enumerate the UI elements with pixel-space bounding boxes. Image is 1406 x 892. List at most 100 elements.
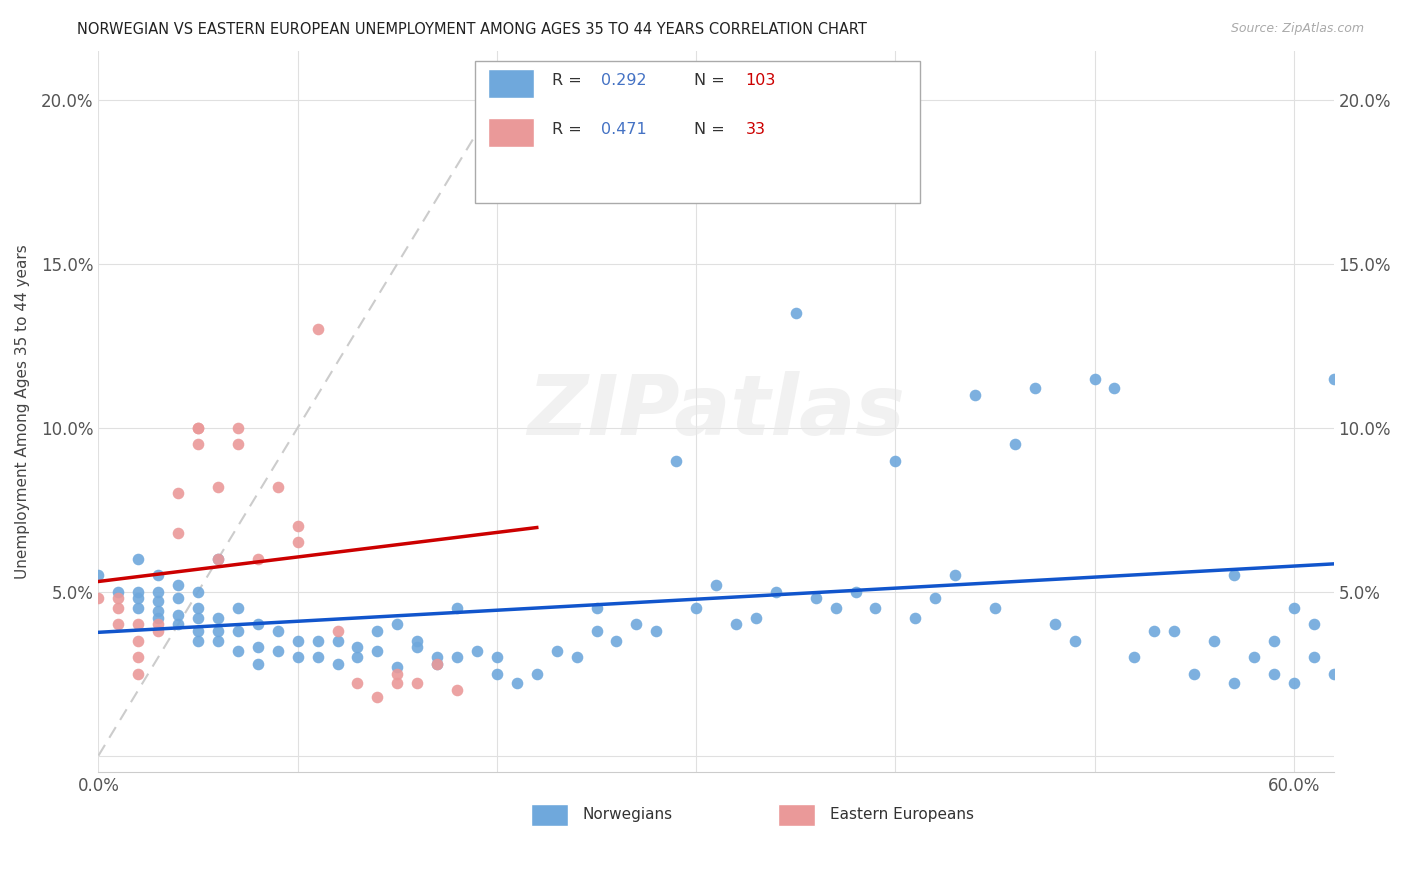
Point <box>1302 650 1324 665</box>
Point <box>1343 633 1365 648</box>
Point <box>745 611 768 625</box>
Point <box>207 552 229 566</box>
Point <box>804 591 827 606</box>
Point <box>485 666 508 681</box>
Point <box>187 421 209 435</box>
Point <box>1263 633 1285 648</box>
Point <box>326 633 349 648</box>
Point <box>765 584 787 599</box>
Point <box>287 633 309 648</box>
Point <box>785 306 807 320</box>
Point <box>446 601 468 615</box>
Point <box>1143 624 1166 638</box>
Point <box>226 601 249 615</box>
Point <box>426 657 449 671</box>
Point <box>148 611 170 625</box>
Point <box>187 437 209 451</box>
Point <box>346 640 368 655</box>
Point <box>207 633 229 648</box>
Point <box>426 650 449 665</box>
Point <box>585 175 607 189</box>
Point <box>904 611 927 625</box>
Point <box>366 643 388 657</box>
FancyBboxPatch shape <box>475 62 920 202</box>
Point <box>943 568 966 582</box>
Point <box>485 650 508 665</box>
Text: NORWEGIAN VS EASTERN EUROPEAN UNEMPLOYMENT AMONG AGES 35 TO 44 YEARS CORRELATION: NORWEGIAN VS EASTERN EUROPEAN UNEMPLOYME… <box>77 22 868 37</box>
Point <box>127 584 149 599</box>
Point <box>865 601 887 615</box>
Point <box>724 617 747 632</box>
Point <box>406 640 429 655</box>
Point <box>704 578 727 592</box>
Text: N =: N = <box>693 122 730 137</box>
Point <box>1323 371 1346 385</box>
Point <box>167 525 190 540</box>
FancyBboxPatch shape <box>488 118 534 146</box>
Point <box>107 617 129 632</box>
Point <box>287 519 309 533</box>
Point <box>406 676 429 690</box>
Point <box>187 633 209 648</box>
Point <box>307 322 329 336</box>
Text: ZIPatlas: ZIPatlas <box>527 371 905 452</box>
Point <box>207 480 229 494</box>
Point <box>645 624 668 638</box>
Text: N =: N = <box>693 73 730 88</box>
Point <box>287 650 309 665</box>
Point <box>246 617 269 632</box>
Text: Eastern Europeans: Eastern Europeans <box>830 806 974 822</box>
Point <box>1004 437 1026 451</box>
Point <box>87 591 110 606</box>
Point <box>148 617 170 632</box>
FancyBboxPatch shape <box>531 805 568 826</box>
Point <box>326 657 349 671</box>
Y-axis label: Unemployment Among Ages 35 to 44 years: Unemployment Among Ages 35 to 44 years <box>15 244 30 579</box>
Point <box>844 584 866 599</box>
Point <box>426 657 449 671</box>
Point <box>1163 624 1185 638</box>
Point <box>127 552 149 566</box>
Point <box>963 388 986 402</box>
Point <box>585 624 607 638</box>
Point <box>506 676 529 690</box>
Point <box>1282 601 1305 615</box>
Point <box>1243 650 1265 665</box>
Point <box>1182 666 1205 681</box>
Text: R =: R = <box>551 122 586 137</box>
Point <box>107 601 129 615</box>
Point <box>187 421 209 435</box>
Point <box>167 591 190 606</box>
Point <box>148 624 170 638</box>
Point <box>346 676 368 690</box>
Point <box>1302 617 1324 632</box>
Point <box>226 624 249 638</box>
Point <box>387 666 409 681</box>
Point <box>924 591 946 606</box>
Point <box>1104 381 1126 395</box>
Point <box>565 650 588 665</box>
Point <box>665 453 688 467</box>
Point <box>127 591 149 606</box>
Point <box>387 660 409 674</box>
Point <box>307 650 329 665</box>
Point <box>1323 666 1346 681</box>
Point <box>1024 381 1046 395</box>
Point <box>465 643 488 657</box>
Point <box>307 633 329 648</box>
Point <box>526 666 548 681</box>
Point <box>226 437 249 451</box>
Text: 0.292: 0.292 <box>602 73 647 88</box>
Point <box>1063 633 1085 648</box>
Point <box>187 584 209 599</box>
Text: Source: ZipAtlas.com: Source: ZipAtlas.com <box>1230 22 1364 36</box>
FancyBboxPatch shape <box>488 69 534 97</box>
Text: Norwegians: Norwegians <box>582 806 673 822</box>
Point <box>1204 633 1226 648</box>
Point <box>326 624 349 638</box>
Point <box>207 624 229 638</box>
Point <box>207 552 229 566</box>
FancyBboxPatch shape <box>778 805 815 826</box>
Point <box>148 568 170 582</box>
Point <box>366 690 388 704</box>
